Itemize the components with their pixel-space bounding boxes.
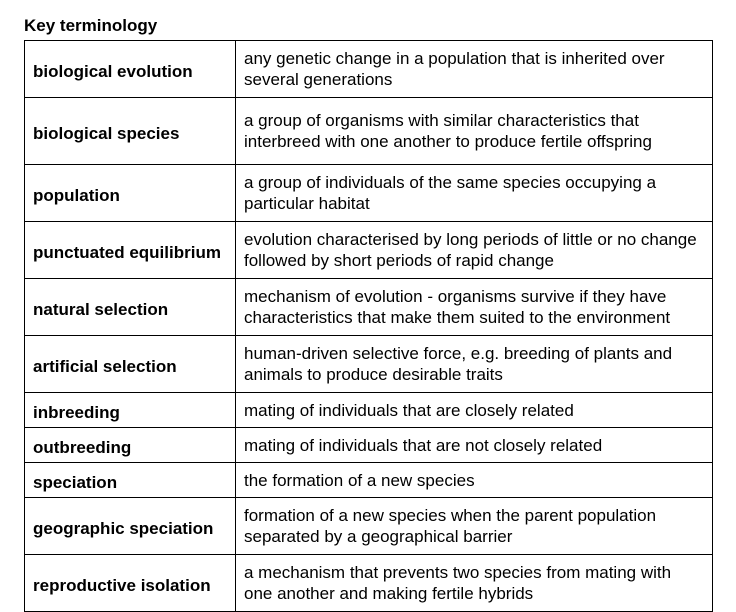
table-row: speciation the formation of a new specie… xyxy=(24,462,713,498)
table-row: reproductive isolation a mechanism that … xyxy=(24,554,713,612)
table-row: inbreeding mating of individuals that ar… xyxy=(24,392,713,428)
term-cell: inbreeding xyxy=(24,392,236,428)
table-row: biological evolution any genetic change … xyxy=(24,40,713,98)
definition-cell: mating of individuals that are not close… xyxy=(235,427,713,463)
term-cell: biological species xyxy=(24,97,236,165)
term-cell: artificial selection xyxy=(24,335,236,393)
term-cell: population xyxy=(24,164,236,222)
definition-cell: human-driven selective force, e.g. breed… xyxy=(235,335,713,393)
table-row: outbreeding mating of individuals that a… xyxy=(24,427,713,463)
terminology-table: biological evolution any genetic change … xyxy=(24,40,713,612)
term-cell: geographic speciation xyxy=(24,497,236,555)
definition-cell: a mechanism that prevents two species fr… xyxy=(235,554,713,612)
table-row: artificial selection human-driven select… xyxy=(24,335,713,393)
definition-cell: a group of organisms with similar charac… xyxy=(235,97,713,165)
table-row: punctuated equilibrium evolution charact… xyxy=(24,221,713,279)
definition-cell: the formation of a new species xyxy=(235,462,713,498)
definition-cell: any genetic change in a population that … xyxy=(235,40,713,98)
page-title: Key terminology xyxy=(24,16,158,35)
table-row: natural selection mechanism of evolution… xyxy=(24,278,713,336)
table-row: population a group of individuals of the… xyxy=(24,164,713,222)
definition-cell: mating of individuals that are closely r… xyxy=(235,392,713,428)
term-cell: speciation xyxy=(24,462,236,498)
table-row: biological species a group of organisms … xyxy=(24,97,713,165)
term-cell: reproductive isolation xyxy=(24,554,236,612)
definition-cell: a group of individuals of the same speci… xyxy=(235,164,713,222)
definition-cell: evolution characterised by long periods … xyxy=(235,221,713,279)
term-cell: natural selection xyxy=(24,278,236,336)
term-cell: outbreeding xyxy=(24,427,236,463)
definition-cell: formation of a new species when the pare… xyxy=(235,497,713,555)
table-row: geographic speciation formation of a new… xyxy=(24,497,713,555)
definition-cell: mechanism of evolution - organisms survi… xyxy=(235,278,713,336)
term-cell: punctuated equilibrium xyxy=(24,221,236,279)
term-cell: biological evolution xyxy=(24,40,236,98)
